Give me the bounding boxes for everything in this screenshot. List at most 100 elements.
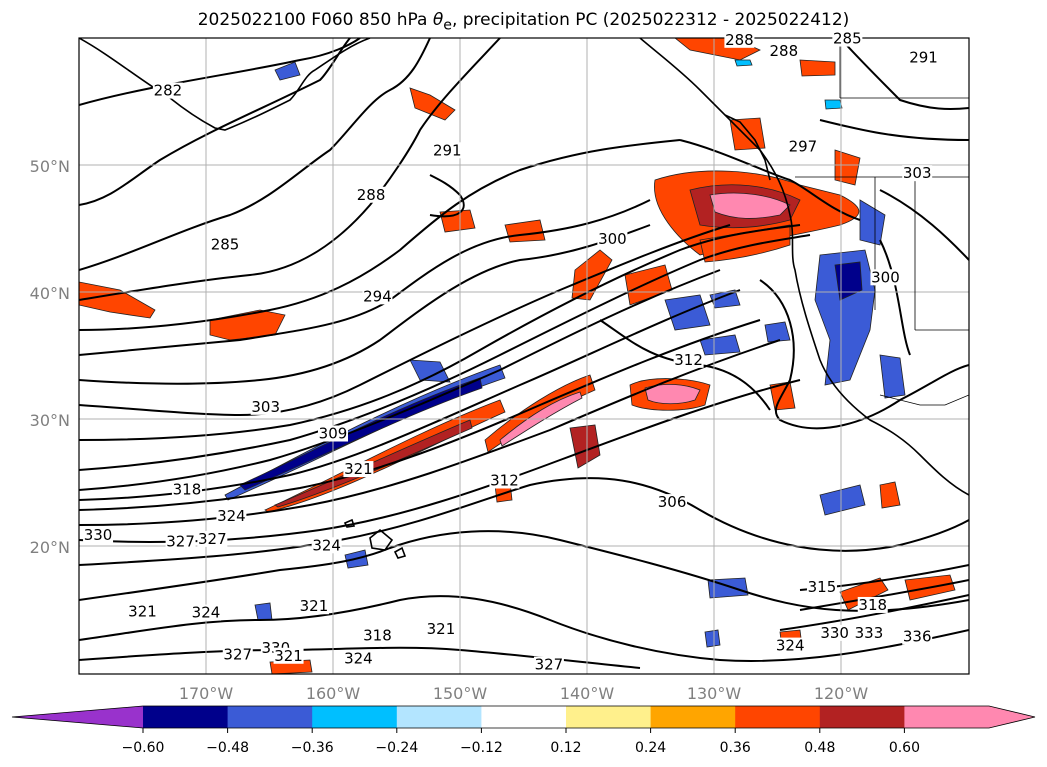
contour-label: 312 xyxy=(674,351,703,369)
colorbar-tick-label: 0.60 xyxy=(889,740,920,756)
coastlines xyxy=(79,38,969,559)
colorbar-tick-label: −0.12 xyxy=(460,740,503,756)
contour-label-bg xyxy=(311,537,342,554)
contour-label: 297 xyxy=(789,137,818,155)
colorbar-tick-label: −0.60 xyxy=(122,740,165,756)
contour-label: 318 xyxy=(173,480,202,498)
contour-label-bg xyxy=(83,527,114,544)
lon-tick-label: 160°W xyxy=(306,684,361,703)
contour-label: 324 xyxy=(776,637,805,655)
contour-label: 291 xyxy=(909,49,938,67)
contour-label: 285 xyxy=(211,235,240,253)
contour-label-bg xyxy=(171,481,202,498)
contour-label: 321 xyxy=(344,460,373,478)
contour-label-bg xyxy=(127,603,158,620)
contour-label-bg xyxy=(432,142,463,159)
contour-label-bg xyxy=(197,530,228,547)
contour-label: 327 xyxy=(223,645,252,663)
colorbar-bin xyxy=(143,706,229,728)
contour-label: 300 xyxy=(598,230,627,248)
colorbar-bin xyxy=(735,706,821,728)
colorbar-bin xyxy=(481,706,567,728)
map-field xyxy=(79,38,969,674)
colorbar-under-arrow xyxy=(12,706,143,728)
colorbar-bin xyxy=(227,706,313,728)
lon-tick-label: 130°W xyxy=(687,684,742,703)
contour-label: 309 xyxy=(319,425,348,443)
contour-label-bg xyxy=(806,579,837,596)
contour-label: 324 xyxy=(344,649,373,667)
contour-label-bg xyxy=(902,628,933,645)
colorbar-bin xyxy=(819,706,905,728)
contour-label-bg xyxy=(250,398,281,415)
lat-tick-label: 30°N xyxy=(30,411,70,430)
contour-label: 285 xyxy=(833,30,862,48)
theta-e-contours xyxy=(79,38,969,669)
contour-label: 333 xyxy=(855,624,884,642)
contour-label: 318 xyxy=(858,596,887,614)
contour-label: 321 xyxy=(300,597,329,615)
contour-label-bg xyxy=(597,231,628,248)
contour-label-bg xyxy=(362,627,393,644)
contour-label-bg xyxy=(425,621,456,638)
contour-label-bg xyxy=(853,624,884,641)
colorbar-ticks: −0.60 −0.48 −0.36 −0.24 −0.12 0.12 0.24 0.36 0.4… xyxy=(122,728,920,756)
lat-tick-label: 20°N xyxy=(30,538,70,557)
contour-label-bg xyxy=(724,31,755,48)
colorbar: −0.60 −0.48 −0.36 −0.24 −0.12 0.12 0.24 0.36 0.4… xyxy=(11,705,1036,756)
contour-label: 336 xyxy=(903,628,932,646)
colorbar-tick-label: −0.48 xyxy=(206,740,249,756)
colorbar-bin xyxy=(904,706,990,728)
contour-label-bg xyxy=(787,138,818,155)
contour-label-bg xyxy=(489,472,520,489)
contour-label-bg xyxy=(152,82,183,99)
lon-tick-label: 120°W xyxy=(814,684,869,703)
borders xyxy=(795,38,969,406)
contour-label: 327 xyxy=(535,656,564,674)
contour-label-bg xyxy=(165,533,196,550)
contour-label-bg xyxy=(870,269,901,286)
colorbar-tick-label: 0.36 xyxy=(720,740,751,756)
contour-label: 324 xyxy=(192,604,221,622)
contour-label-bg xyxy=(343,461,374,478)
contour-label-bg xyxy=(819,624,850,641)
lat-tick-label: 50°N xyxy=(30,157,70,176)
contour-label: 306 xyxy=(658,493,687,511)
contour-label: 288 xyxy=(770,42,799,60)
contour-label: 330 xyxy=(820,624,849,642)
contour-label-bg xyxy=(356,186,387,203)
contour-label: 288 xyxy=(725,31,754,49)
colorbar-tick-label: 0.12 xyxy=(550,740,581,756)
contour-label: 318 xyxy=(363,626,392,644)
contour-label: 300 xyxy=(871,268,900,286)
colorbar-tick-label: −0.24 xyxy=(375,740,418,756)
contour-label: 291 xyxy=(433,141,462,159)
contour-label-bg xyxy=(343,650,374,667)
contour-label: 312 xyxy=(490,472,519,490)
contour-label: 288 xyxy=(357,186,386,204)
contour-label: 315 xyxy=(808,578,837,596)
lon-tick-label: 150°W xyxy=(433,684,488,703)
contour-label: 294 xyxy=(363,287,392,305)
colorbar-bin xyxy=(312,706,398,728)
colorbar-bin xyxy=(566,706,652,728)
colorbar-bins xyxy=(143,706,990,728)
contour-label-bg xyxy=(222,646,253,663)
colorbar-over-arrow xyxy=(989,706,1035,728)
contour-label: 324 xyxy=(217,507,246,525)
contour-label-bg xyxy=(775,637,806,654)
lon-tick-label: 170°W xyxy=(179,684,234,703)
contour-labels: 282 285 288 291 294 300 297 303 309 312 312 318 321 3… xyxy=(83,30,939,674)
contour-label: 321 xyxy=(274,647,303,665)
colorbar-bin xyxy=(396,706,482,728)
contour-label: 330 xyxy=(84,526,113,544)
contour-label: 324 xyxy=(312,536,341,554)
colorbar-tick-label: −0.36 xyxy=(291,740,334,756)
contour-label-bg xyxy=(191,604,221,621)
contour-label-bg xyxy=(216,508,247,525)
colorbar-tick-label: 0.48 xyxy=(804,740,835,756)
contour-label: 321 xyxy=(427,620,456,638)
longitude-ticks: 170°W 160°W 150°W 140°W 130°W 120°W xyxy=(179,684,869,703)
contour-label: 321 xyxy=(128,602,157,620)
contour-label-bg xyxy=(210,236,241,253)
